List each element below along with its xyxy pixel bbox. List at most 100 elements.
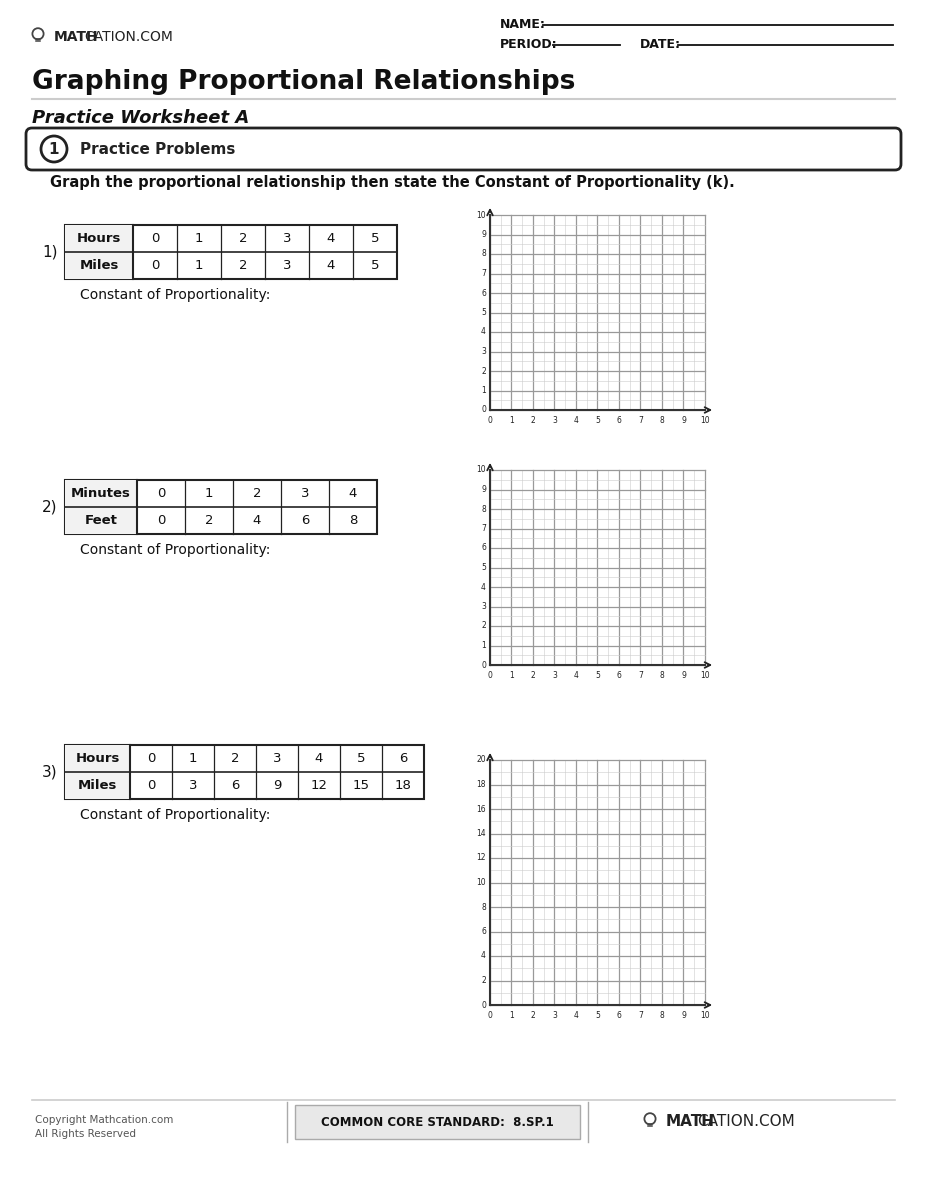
Bar (490, 760, 705, 1006)
Text: 2: 2 (239, 232, 248, 245)
Text: 8: 8 (481, 902, 486, 912)
Text: Copyright Mathcation.com
All Rights Reserved: Copyright Mathcation.com All Rights Rese… (35, 1115, 173, 1139)
Text: 8: 8 (481, 504, 486, 514)
Text: 1: 1 (189, 752, 197, 766)
Text: 0: 0 (481, 660, 486, 670)
Text: PERIOD:: PERIOD: (500, 38, 558, 52)
Text: 10: 10 (476, 210, 486, 220)
Text: 0: 0 (481, 1001, 486, 1009)
Text: 3: 3 (552, 416, 557, 425)
Text: 4: 4 (315, 752, 324, 766)
Text: 15: 15 (352, 779, 370, 792)
Text: 4: 4 (327, 232, 336, 245)
Text: 8: 8 (660, 1010, 665, 1020)
Text: 1: 1 (195, 259, 203, 272)
Text: 6: 6 (616, 671, 621, 680)
Text: 1: 1 (481, 386, 486, 395)
Text: 1: 1 (509, 416, 514, 425)
Text: 3: 3 (273, 752, 281, 766)
Text: 6: 6 (616, 1010, 621, 1020)
Text: 2: 2 (481, 976, 486, 985)
Text: 2: 2 (239, 259, 248, 272)
Text: 5: 5 (595, 671, 600, 680)
Text: 12: 12 (476, 853, 486, 863)
Text: 2: 2 (253, 487, 261, 500)
Text: 8: 8 (349, 514, 357, 527)
Text: 1: 1 (509, 1010, 514, 1020)
Bar (65, 745, 130, 799)
Text: 5: 5 (595, 416, 600, 425)
Text: Constant of Proportionality:: Constant of Proportionality: (80, 808, 271, 822)
Bar (65, 480, 377, 534)
Text: 6: 6 (481, 544, 486, 552)
Text: 0: 0 (146, 779, 155, 792)
Text: Hours: Hours (75, 752, 120, 766)
Text: 1: 1 (195, 232, 203, 245)
Text: 10: 10 (700, 1010, 710, 1020)
Text: 7: 7 (481, 269, 486, 278)
Text: 3): 3) (42, 764, 57, 780)
Text: 10: 10 (700, 671, 710, 680)
Text: 3: 3 (189, 779, 197, 792)
Text: 4: 4 (481, 582, 486, 592)
Bar (490, 215, 705, 410)
Text: 9: 9 (481, 230, 486, 239)
Text: 5: 5 (481, 563, 486, 572)
Text: 6: 6 (481, 288, 486, 298)
Text: 3: 3 (283, 259, 291, 272)
Text: 0: 0 (151, 259, 159, 272)
Text: 9: 9 (273, 779, 281, 792)
Text: MATH: MATH (666, 1115, 715, 1129)
Text: 0: 0 (488, 1010, 492, 1020)
Text: Constant of Proportionality:: Constant of Proportionality: (80, 288, 271, 302)
Text: 8: 8 (660, 416, 665, 425)
Text: 5: 5 (595, 1010, 600, 1020)
Text: 5: 5 (481, 308, 486, 317)
Text: CATION.COM: CATION.COM (84, 30, 172, 44)
Bar (65, 226, 397, 278)
Text: 9: 9 (681, 1010, 686, 1020)
Bar (65, 480, 137, 534)
Text: 3: 3 (481, 347, 486, 356)
Text: Hours: Hours (77, 232, 121, 245)
Text: 18: 18 (395, 779, 412, 792)
Text: 9: 9 (481, 485, 486, 494)
FancyBboxPatch shape (26, 128, 901, 170)
Bar (65, 745, 424, 799)
Text: 0: 0 (151, 232, 159, 245)
Text: COMMON CORE STANDARD:  8.SP.1: COMMON CORE STANDARD: 8.SP.1 (321, 1116, 553, 1128)
Text: 2): 2) (42, 499, 57, 515)
Text: 6: 6 (481, 926, 486, 936)
Text: 2: 2 (481, 622, 486, 630)
Text: Graphing Proportional Relationships: Graphing Proportional Relationships (32, 68, 576, 95)
Text: 4: 4 (574, 416, 578, 425)
Text: Minutes: Minutes (71, 487, 131, 500)
Text: 0: 0 (157, 487, 165, 500)
Bar (490, 470, 705, 665)
Text: 2: 2 (481, 366, 486, 376)
Text: 4: 4 (481, 328, 486, 336)
Text: 4: 4 (327, 259, 336, 272)
Text: 1): 1) (42, 245, 57, 259)
Text: 5: 5 (371, 259, 379, 272)
Text: 2: 2 (231, 752, 239, 766)
Text: 0: 0 (146, 752, 155, 766)
Text: 2: 2 (530, 671, 536, 680)
Text: 9: 9 (681, 416, 686, 425)
Text: NAME:: NAME: (500, 18, 546, 31)
Bar (295, 1105, 580, 1139)
Text: Practice Worksheet A: Practice Worksheet A (32, 109, 249, 127)
Text: 9: 9 (681, 671, 686, 680)
Text: 1: 1 (481, 641, 486, 650)
Bar (65, 226, 133, 278)
Text: 10: 10 (476, 878, 486, 887)
Text: 4: 4 (349, 487, 357, 500)
Text: 7: 7 (638, 1010, 643, 1020)
Text: 0: 0 (488, 671, 492, 680)
Text: 3: 3 (552, 671, 557, 680)
Text: 10: 10 (476, 466, 486, 474)
Text: 2: 2 (530, 416, 536, 425)
Text: 4: 4 (481, 952, 486, 960)
Text: 1: 1 (205, 487, 213, 500)
Text: 6: 6 (616, 416, 621, 425)
